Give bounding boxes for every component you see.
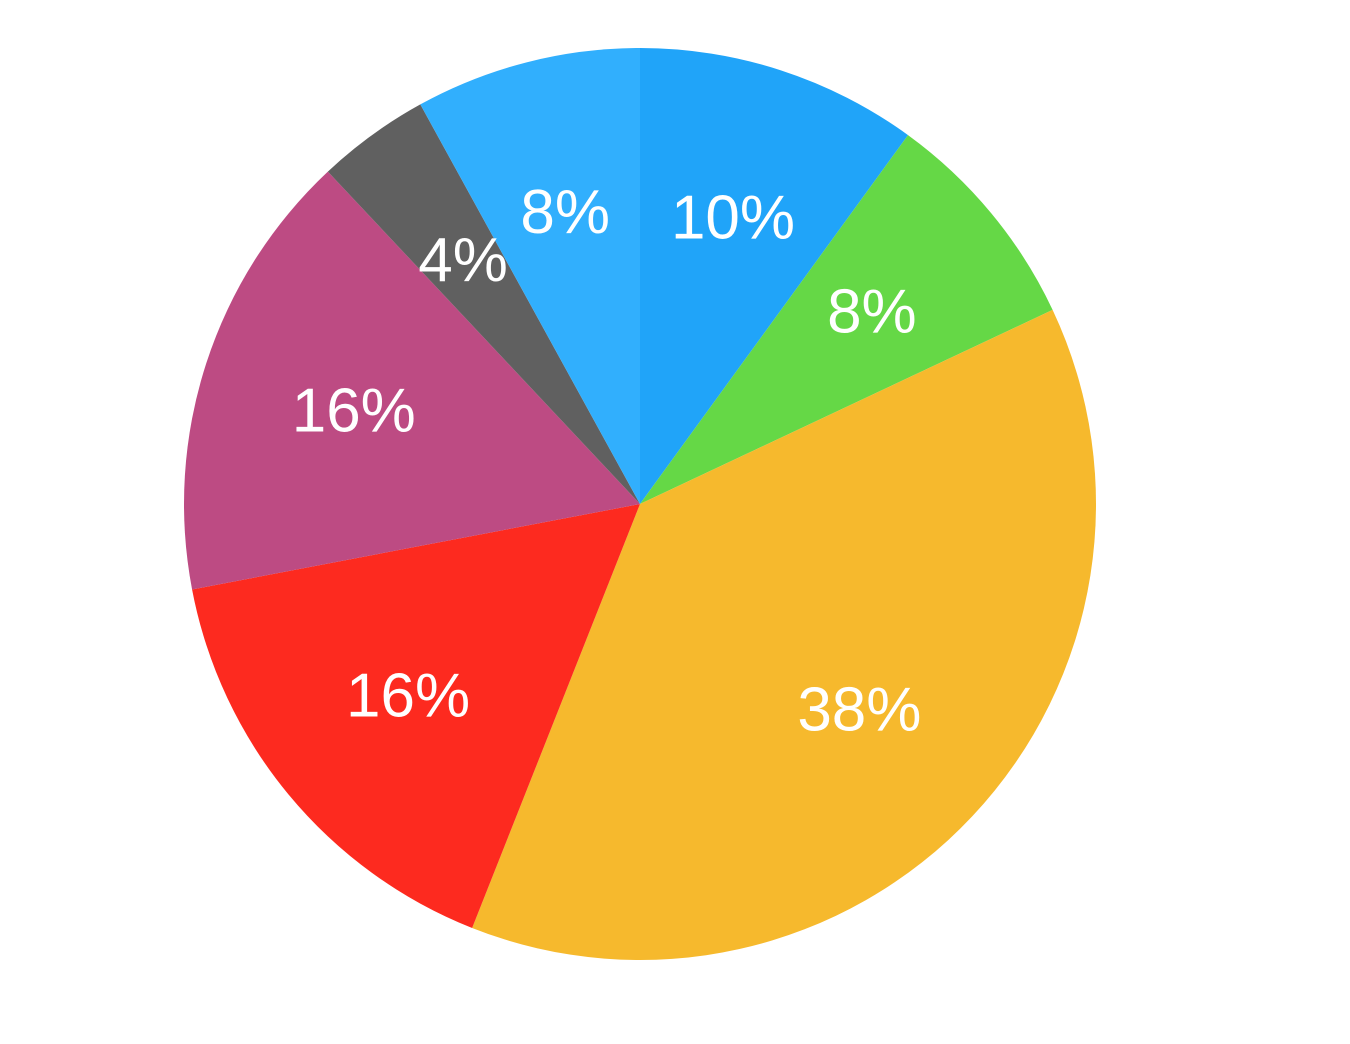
slice-label: 4% [418, 226, 508, 295]
slice-label: 8% [827, 278, 917, 347]
pie-slice [184, 171, 641, 590]
pie-slice [327, 104, 640, 505]
slice-label: 10% [671, 183, 795, 252]
pie-slice [192, 504, 640, 928]
pie-slice [640, 135, 1053, 504]
pie-labels: 10%8%38%16%16%4%8% [292, 178, 922, 745]
slice-label: 16% [292, 376, 416, 445]
slice-label: 38% [797, 676, 921, 745]
pie-slice [420, 47, 640, 504]
slice-label: 16% [346, 661, 470, 730]
pie-slice [472, 309, 1097, 961]
pie-slices [184, 47, 1097, 961]
slice-label: 8% [520, 178, 610, 247]
pie-slice [640, 48, 909, 504]
